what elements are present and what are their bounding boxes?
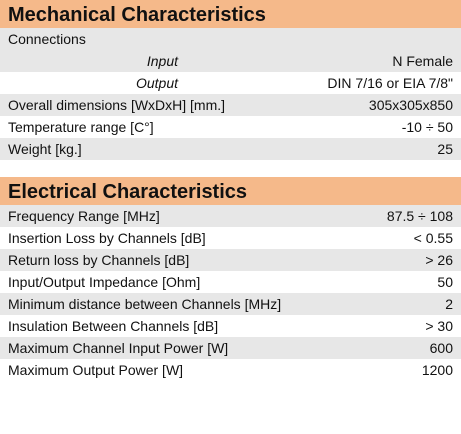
min-distance-value: 2 [445,296,453,312]
dimensions-label: Overall dimensions [WxDxH] [mm.] [8,97,226,113]
max-channel-power-row: Maximum Channel Input Power [W] 600 [0,337,461,359]
output-value: DIN 7/16 or EIA 7/8" [327,75,453,91]
return-loss-label: Return loss by Channels [dB] [8,252,190,268]
electrical-header: Electrical Characteristics [0,177,461,205]
mechanical-header: Mechanical Characteristics [0,0,461,28]
section-spacer [0,160,461,177]
insulation-row: Insulation Between Channels [dB] > 30 [0,315,461,337]
frequency-value: 87.5 ÷ 108 [386,208,453,224]
frequency-row: Frequency Range [MHz] 87.5 ÷ 108 [0,205,461,227]
temperature-label: Temperature range [C°] [8,119,154,135]
weight-label: Weight [kg.] [8,141,82,157]
return-loss-value: > 26 [425,252,453,268]
input-label: Input [146,53,178,69]
max-output-power-value: 1200 [421,362,453,378]
insulation-value: > 30 [425,318,453,334]
temperature-value: -10 ÷ 50 [401,119,453,135]
impedance-value: 50 [437,274,453,290]
return-loss-row: Return loss by Channels [dB] > 26 [0,249,461,271]
output-label: Output [135,75,178,91]
connections-row: Connections [0,28,461,50]
max-output-power-row: Maximum Output Power [W] 1200 [0,359,461,381]
input-row: Input N Female [0,50,461,72]
impedance-row: Input/Output Impedance [Ohm] 50 [0,271,461,293]
frequency-label: Frequency Range [MHz] [8,208,160,224]
min-distance-label: Minimum distance between Channels [MHz] [8,296,282,312]
weight-value: 25 [437,141,453,157]
insulation-label: Insulation Between Channels [dB] [8,318,219,334]
insertion-loss-row: Insertion Loss by Channels [dB] < 0.55 [0,227,461,249]
output-row: Output DIN 7/16 or EIA 7/8" [0,72,461,94]
input-value: N Female [392,53,453,69]
max-channel-power-label: Maximum Channel Input Power [W] [8,340,229,356]
temperature-row: Temperature range [C°] -10 ÷ 50 [0,116,461,138]
max-channel-power-value: 600 [429,340,453,356]
dimensions-row: Overall dimensions [WxDxH] [mm.] 305x305… [0,94,461,116]
weight-row: Weight [kg.] 25 [0,138,461,160]
min-distance-row: Minimum distance between Channels [MHz] … [0,293,461,315]
dimensions-value: 305x305x850 [368,97,453,113]
impedance-label: Input/Output Impedance [Ohm] [8,274,201,290]
insertion-loss-label: Insertion Loss by Channels [dB] [8,230,206,246]
insertion-loss-value: < 0.55 [413,230,453,246]
max-output-power-label: Maximum Output Power [W] [8,362,184,378]
connections-label: Connections [8,31,86,47]
